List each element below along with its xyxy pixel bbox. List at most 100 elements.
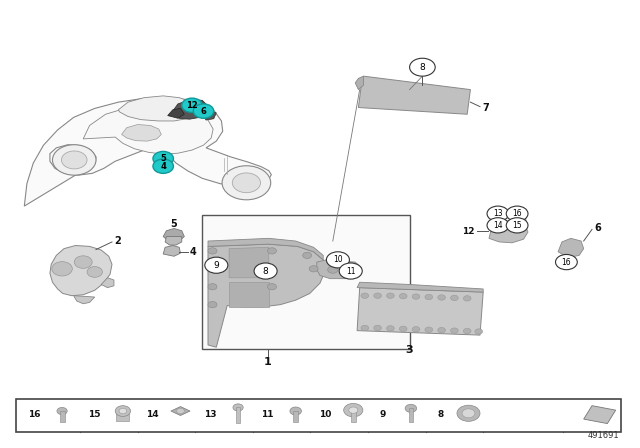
Polygon shape <box>208 238 323 260</box>
Circle shape <box>232 173 260 193</box>
Circle shape <box>457 405 480 421</box>
Bar <box>202 215 410 349</box>
Text: 1: 1 <box>264 357 271 367</box>
Circle shape <box>153 159 173 173</box>
Circle shape <box>208 302 217 308</box>
Polygon shape <box>168 108 184 118</box>
Circle shape <box>399 293 407 299</box>
Text: 13: 13 <box>204 409 216 419</box>
Circle shape <box>52 145 96 175</box>
Circle shape <box>361 325 369 331</box>
Text: 16: 16 <box>561 258 572 267</box>
Polygon shape <box>512 215 526 220</box>
Circle shape <box>153 151 173 166</box>
Circle shape <box>309 266 318 272</box>
Polygon shape <box>317 260 362 279</box>
Text: 4: 4 <box>189 247 196 257</box>
Circle shape <box>451 328 458 333</box>
Polygon shape <box>122 125 161 141</box>
Text: 8: 8 <box>420 63 425 72</box>
Circle shape <box>233 404 243 411</box>
Circle shape <box>399 326 407 332</box>
Circle shape <box>387 326 394 331</box>
Text: 14: 14 <box>493 221 503 230</box>
Circle shape <box>412 294 420 299</box>
Polygon shape <box>357 282 483 292</box>
Circle shape <box>487 206 509 221</box>
Polygon shape <box>24 98 271 206</box>
Circle shape <box>462 409 475 418</box>
Text: 491691: 491691 <box>588 431 620 440</box>
Bar <box>16 399 621 432</box>
Text: 6: 6 <box>594 224 601 233</box>
Circle shape <box>87 267 102 277</box>
Bar <box>60 411 65 422</box>
Text: 8: 8 <box>263 267 268 276</box>
Circle shape <box>303 252 312 258</box>
Text: 16: 16 <box>512 209 522 218</box>
Circle shape <box>52 262 72 276</box>
Bar <box>293 411 298 422</box>
Text: 12: 12 <box>186 101 198 110</box>
Circle shape <box>268 248 276 254</box>
Polygon shape <box>357 288 483 335</box>
Text: 6: 6 <box>200 107 207 116</box>
Circle shape <box>451 295 458 301</box>
Circle shape <box>344 265 354 272</box>
Bar <box>236 408 240 423</box>
Circle shape <box>119 409 127 414</box>
Polygon shape <box>355 76 364 90</box>
Polygon shape <box>118 96 200 121</box>
Circle shape <box>425 327 433 332</box>
Circle shape <box>361 293 369 298</box>
Text: 16: 16 <box>28 409 40 419</box>
Polygon shape <box>229 247 269 278</box>
Text: 10: 10 <box>333 255 343 264</box>
Bar <box>116 411 129 421</box>
Polygon shape <box>558 238 584 258</box>
Circle shape <box>438 327 445 333</box>
Polygon shape <box>50 246 112 296</box>
Polygon shape <box>83 105 213 154</box>
Text: 10: 10 <box>319 409 332 419</box>
Circle shape <box>556 254 577 270</box>
Text: 9: 9 <box>380 409 386 419</box>
Circle shape <box>425 294 433 300</box>
Circle shape <box>344 403 363 417</box>
Text: 14: 14 <box>146 409 159 419</box>
Polygon shape <box>202 111 216 120</box>
Circle shape <box>182 98 202 112</box>
Polygon shape <box>171 407 190 416</box>
Circle shape <box>177 409 184 414</box>
Text: 11: 11 <box>261 409 274 419</box>
Polygon shape <box>163 228 184 242</box>
Circle shape <box>463 328 471 334</box>
Polygon shape <box>165 237 182 245</box>
Circle shape <box>463 296 471 301</box>
Circle shape <box>222 166 271 200</box>
Text: 15: 15 <box>512 221 522 230</box>
Text: 15: 15 <box>88 409 101 419</box>
Bar <box>409 409 413 422</box>
Text: 2: 2 <box>114 236 121 246</box>
Circle shape <box>412 327 420 332</box>
Circle shape <box>339 263 362 279</box>
Circle shape <box>115 406 131 417</box>
Circle shape <box>208 248 217 254</box>
Circle shape <box>487 218 509 233</box>
Circle shape <box>410 58 435 76</box>
Circle shape <box>405 404 417 412</box>
Text: 7: 7 <box>482 103 489 112</box>
Circle shape <box>326 252 349 268</box>
Circle shape <box>57 408 67 415</box>
Polygon shape <box>358 76 470 114</box>
Text: 8: 8 <box>437 409 444 419</box>
Circle shape <box>374 325 381 331</box>
Circle shape <box>74 256 92 268</box>
Circle shape <box>208 284 217 290</box>
Bar <box>351 410 356 422</box>
Text: 11: 11 <box>346 267 355 276</box>
Polygon shape <box>101 278 114 288</box>
Text: 3: 3 <box>406 345 413 355</box>
Circle shape <box>205 257 228 273</box>
